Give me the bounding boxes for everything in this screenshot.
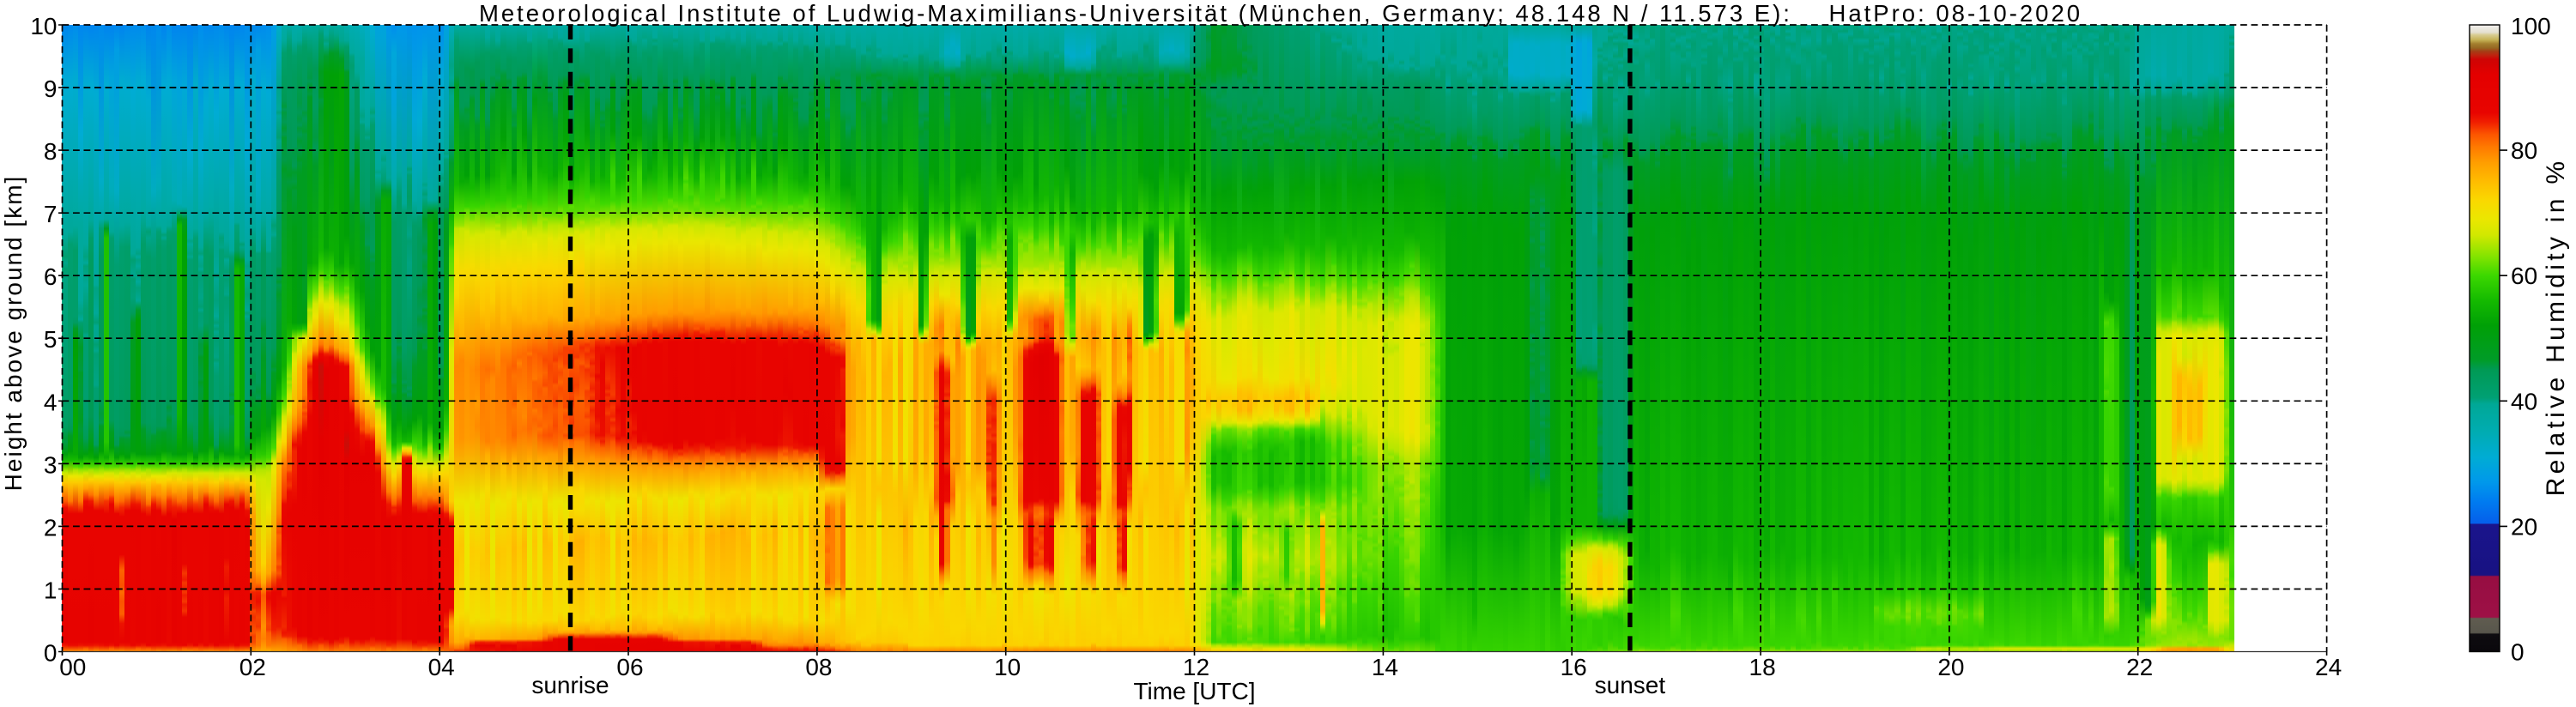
svg-text:12: 12 bbox=[1183, 654, 1209, 680]
svg-text:Relative Humidity in %: Relative Humidity in % bbox=[2542, 158, 2570, 497]
svg-text:20: 20 bbox=[1937, 654, 1964, 680]
svg-text:10: 10 bbox=[994, 654, 1021, 680]
svg-text:24: 24 bbox=[2315, 654, 2342, 680]
svg-text:80: 80 bbox=[2511, 137, 2537, 164]
svg-text:sunrise: sunrise bbox=[531, 672, 609, 698]
svg-text:60: 60 bbox=[2511, 263, 2537, 289]
svg-text:9: 9 bbox=[44, 76, 58, 102]
svg-text:Time [UTC]: Time [UTC] bbox=[1133, 678, 1255, 704]
svg-text:Meteorological Institute of Lu: Meteorological Institute of Ludwig-Maxim… bbox=[479, 0, 2082, 27]
svg-text:20: 20 bbox=[2511, 513, 2537, 540]
svg-text:18: 18 bbox=[1749, 654, 1776, 680]
svg-text:Height above ground [km]: Height above ground [km] bbox=[0, 175, 27, 492]
svg-text:5: 5 bbox=[44, 326, 58, 353]
svg-text:16: 16 bbox=[1561, 654, 1587, 680]
svg-text:02: 02 bbox=[239, 654, 266, 680]
svg-text:00: 00 bbox=[59, 654, 86, 680]
svg-text:7: 7 bbox=[44, 201, 58, 227]
svg-text:0: 0 bbox=[44, 640, 58, 667]
svg-text:sunset: sunset bbox=[1595, 672, 1666, 698]
svg-text:40: 40 bbox=[2511, 388, 2537, 414]
svg-text:100: 100 bbox=[2511, 13, 2551, 39]
svg-text:10: 10 bbox=[30, 13, 57, 39]
svg-text:14: 14 bbox=[1372, 654, 1398, 680]
svg-text:8: 8 bbox=[44, 138, 58, 165]
svg-text:06: 06 bbox=[616, 654, 643, 680]
svg-text:0: 0 bbox=[2511, 639, 2524, 666]
svg-text:1: 1 bbox=[44, 577, 58, 604]
svg-text:2: 2 bbox=[44, 514, 58, 541]
svg-text:3: 3 bbox=[44, 451, 58, 478]
svg-text:22: 22 bbox=[2126, 654, 2153, 680]
svg-text:4: 4 bbox=[44, 389, 58, 415]
svg-text:08: 08 bbox=[805, 654, 832, 680]
svg-text:04: 04 bbox=[428, 654, 455, 680]
svg-text:6: 6 bbox=[44, 263, 58, 290]
